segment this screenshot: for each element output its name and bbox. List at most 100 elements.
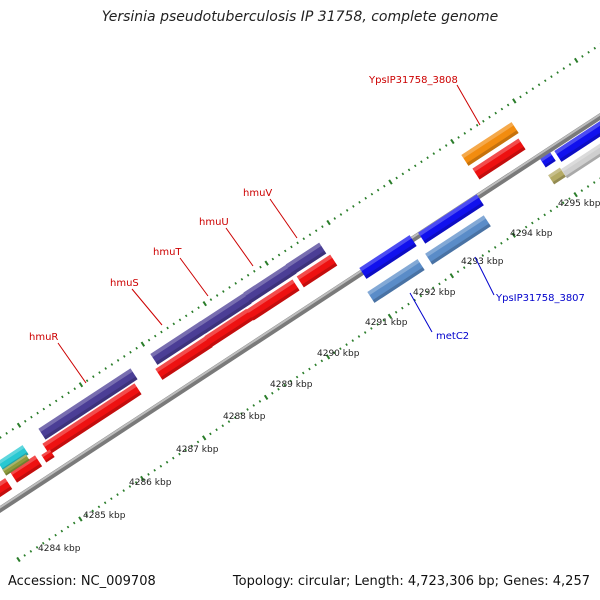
olive-gene-shine bbox=[2, 454, 27, 472]
inner-ring-tick bbox=[116, 493, 119, 496]
inner-ring-tick bbox=[227, 420, 231, 424]
outer-ring-tick bbox=[277, 253, 281, 257]
outer-ring-tick bbox=[5, 432, 8, 435]
gene-label-hmuR: hmuR bbox=[29, 332, 58, 343]
outer-ring-tick bbox=[30, 415, 33, 419]
grey-gene-shade bbox=[565, 148, 600, 179]
inner-ring-tick bbox=[184, 448, 187, 452]
hmuS-block bbox=[150, 321, 208, 365]
outer-ring-tick bbox=[123, 354, 126, 358]
hmuU-block bbox=[243, 262, 297, 304]
inner-ring-tick bbox=[438, 282, 441, 286]
cds-red-1-shine bbox=[42, 383, 137, 447]
inner-ring-tick bbox=[289, 379, 293, 383]
inner-ring-tick bbox=[209, 432, 212, 436]
cds-red-8-shine bbox=[0, 478, 8, 491]
inner-ring-tick bbox=[301, 371, 305, 375]
inner-ring-tick bbox=[295, 375, 299, 379]
outer-ring-tick bbox=[339, 213, 343, 216]
cds-red-4-body bbox=[246, 279, 300, 321]
outer-ring-tick bbox=[444, 144, 448, 147]
scale-labels: 4284 kbp 4285 kbp 4286 kbp 4287 kbp 4288… bbox=[38, 199, 600, 554]
inner-ring-tick bbox=[103, 501, 107, 505]
outer-ring-tick bbox=[573, 57, 579, 64]
cds-red-5-shine bbox=[296, 254, 333, 280]
inner-ring-tick bbox=[573, 192, 578, 198]
scale-label-4292: 4292 kbp bbox=[413, 288, 456, 298]
outer-ring-tick bbox=[129, 350, 132, 354]
outer-ring-tick bbox=[494, 111, 497, 115]
inner-ring-tick bbox=[562, 201, 565, 205]
cds-red-1-body bbox=[42, 383, 142, 455]
leader-line-metC2 bbox=[409, 292, 433, 333]
outer-ring-tick bbox=[11, 427, 15, 431]
outer-ring-tick bbox=[222, 290, 225, 293]
gene-label-hmuU: hmuU bbox=[199, 217, 229, 228]
inner-ring-tick bbox=[54, 533, 57, 537]
olive-gene-shade bbox=[5, 458, 30, 476]
cds-red-3-shine bbox=[204, 308, 249, 340]
inner-ring-tick bbox=[171, 456, 175, 460]
outer-ring-tick bbox=[556, 71, 559, 74]
scale-label-4287: 4287 kbp bbox=[176, 445, 219, 455]
cds-blue-4 bbox=[540, 152, 556, 168]
ypsip3807-block-body bbox=[425, 215, 491, 265]
inner-ring-tick bbox=[263, 394, 269, 400]
inner-ring-tick bbox=[110, 497, 113, 501]
grey-gene-shine bbox=[561, 141, 600, 172]
inner-ring-tick bbox=[178, 452, 181, 456]
outer-ring-tick bbox=[202, 301, 207, 307]
cyan-gene-body bbox=[0, 445, 29, 471]
inner-ring-tick bbox=[586, 185, 590, 188]
hmuS-block-shine bbox=[150, 321, 203, 358]
scale-label-4290: 4290 kbp bbox=[317, 349, 360, 359]
cds-blue-2-body bbox=[418, 194, 484, 244]
cds-red-5 bbox=[296, 254, 338, 288]
outer-ring-tick bbox=[581, 54, 584, 58]
cds-red-7-shade bbox=[45, 455, 55, 463]
cds-red-9-body bbox=[472, 138, 526, 180]
cds-red-9 bbox=[472, 138, 526, 180]
outer-ring-tick bbox=[364, 196, 367, 200]
outer-ring-tick bbox=[358, 200, 361, 204]
olive-gene-body bbox=[2, 454, 30, 476]
outer-ring-tick bbox=[482, 119, 485, 123]
outer-ring-tick bbox=[172, 322, 176, 326]
inner-ring-tick bbox=[549, 209, 553, 213]
accession-text: Accession: NC_009708 bbox=[8, 574, 156, 589]
inner-ring-tick bbox=[357, 335, 361, 338]
inner-ring-tick bbox=[339, 347, 342, 351]
inner-ring-tick bbox=[196, 440, 200, 444]
inner-ring-tick bbox=[555, 205, 559, 209]
hmuT-block-shine bbox=[198, 292, 247, 326]
hmuR-block-body bbox=[38, 368, 138, 440]
metC2-block-shine bbox=[367, 259, 420, 296]
cds-red-3-shade bbox=[209, 317, 254, 348]
ypsip3808-block bbox=[461, 122, 519, 166]
scale-label-4284: 4284 kbp bbox=[38, 544, 81, 554]
cds-red-2-shine bbox=[155, 336, 208, 373]
cds-red-3-body bbox=[204, 308, 254, 348]
inner-ring-tick bbox=[221, 424, 225, 428]
cds-red-1-shade bbox=[47, 391, 142, 455]
outer-ring-tick bbox=[98, 371, 101, 374]
cds-red-5-body bbox=[296, 254, 338, 288]
inner-ring-tick bbox=[382, 318, 386, 322]
outer-ring-tick bbox=[531, 87, 535, 91]
cds-blue-2-shade bbox=[423, 202, 484, 244]
cds-red-7-body bbox=[41, 449, 55, 463]
outer-ring-tick bbox=[420, 160, 423, 164]
scale-label-4291: 4291 kbp bbox=[365, 318, 408, 328]
outer-ring-tick bbox=[16, 422, 22, 428]
cds-blue-2-shine bbox=[418, 194, 479, 236]
cds-red-8-body bbox=[0, 478, 13, 498]
outer-ring-tick bbox=[543, 79, 547, 83]
outer-ring-tick bbox=[23, 419, 27, 423]
cyan-gene-shine bbox=[0, 445, 25, 465]
inner-ring-tick bbox=[153, 468, 156, 472]
hmuV-block-body bbox=[285, 242, 327, 276]
outer-ring-tick bbox=[215, 294, 219, 297]
cds-red-2-body bbox=[155, 336, 213, 380]
inner-ring-tick bbox=[159, 464, 163, 468]
inner-ring-tick bbox=[537, 217, 540, 221]
